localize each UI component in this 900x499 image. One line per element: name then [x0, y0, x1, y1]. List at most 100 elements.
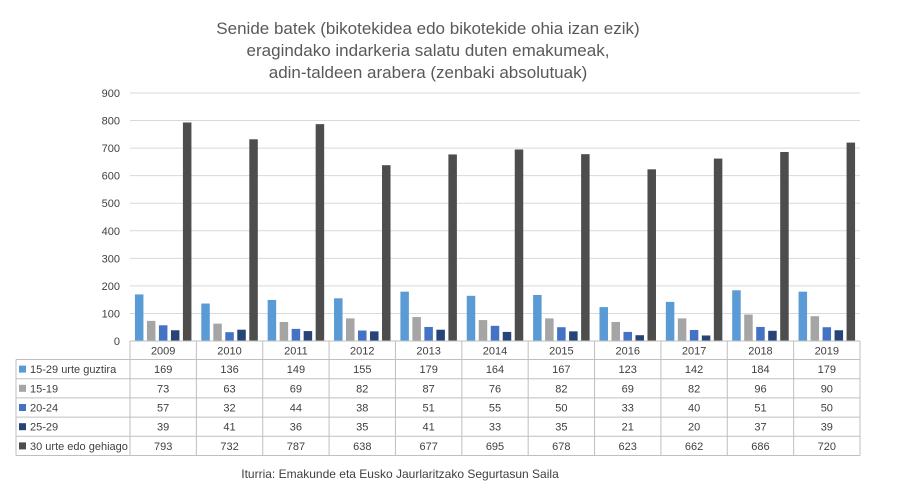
data-label: 35: [555, 422, 567, 434]
bar: [502, 331, 512, 341]
y-tick-label: 100: [102, 308, 120, 320]
data-label: 142: [685, 364, 703, 376]
bar: [780, 151, 789, 341]
data-label: 69: [290, 383, 302, 395]
bar: [569, 331, 578, 341]
data-label: 686: [751, 441, 769, 453]
data-label: 169: [154, 364, 172, 376]
data-label: 720: [818, 441, 836, 453]
data-label: 662: [685, 441, 703, 453]
bar: [400, 291, 409, 341]
x-tick-label: 2015: [549, 346, 573, 358]
data-label: 149: [287, 364, 305, 376]
source-note: Iturria: Emakunde eta Eusko Jaurlaritzak…: [241, 467, 559, 481]
x-tick-label: 2011: [284, 346, 308, 358]
bar: [346, 318, 355, 341]
data-label: 33: [489, 422, 501, 434]
data-label: 90: [821, 383, 833, 395]
bar: [466, 295, 476, 341]
y-tick-label: 0: [114, 336, 120, 348]
data-label: 36: [290, 422, 302, 434]
data-label: 35: [356, 422, 368, 434]
data-label: 82: [356, 383, 368, 395]
bar: [303, 331, 313, 341]
bar: [358, 330, 367, 341]
data-label: 732: [220, 441, 238, 453]
bar: [478, 320, 488, 341]
x-tick-label: 2009: [151, 346, 175, 358]
data-label: 32: [223, 403, 235, 415]
bar: [249, 139, 258, 341]
y-tick-label: 900: [102, 88, 120, 100]
data-label: 63: [223, 383, 235, 395]
legend-swatch: [19, 404, 26, 411]
data-label: 51: [754, 403, 766, 415]
data-label: 96: [754, 383, 766, 395]
data-label: 793: [154, 441, 172, 453]
legend-label: 15-19: [30, 383, 58, 395]
chart-title-line-1: Senide batek (bikotekidea edo bikotekide…: [216, 19, 640, 38]
data-label: 51: [423, 403, 435, 415]
data-label: 136: [220, 364, 238, 376]
y-tick-label: 800: [102, 116, 120, 128]
data-label: 73: [157, 383, 169, 395]
bar: [424, 326, 433, 341]
data-label: 33: [622, 403, 634, 415]
data-label: 41: [423, 422, 435, 434]
legend-label: 25-29: [30, 422, 58, 434]
bar: [490, 325, 500, 341]
data-label: 87: [423, 383, 435, 395]
bar: [201, 303, 210, 341]
data-label: 184: [751, 364, 769, 376]
data-label: 677: [419, 441, 437, 453]
bar: [665, 301, 675, 341]
bar: [514, 149, 524, 341]
bar: [713, 158, 723, 341]
legend-label: 30 urte edo gehiago: [30, 441, 128, 453]
chart-title-line-3: adin-taldeen arabera (zenbaki absolutuak…: [268, 63, 588, 82]
bar: [768, 330, 777, 341]
bar: [810, 316, 820, 341]
bar: [237, 329, 246, 341]
data-label: 50: [555, 403, 567, 415]
legend-swatch: [19, 384, 26, 392]
data-label: 179: [818, 364, 836, 376]
bar: [170, 330, 180, 341]
data-label: 76: [489, 383, 501, 395]
data-label: 44: [290, 403, 302, 415]
data-label: 695: [486, 441, 504, 453]
bar: [334, 298, 343, 341]
y-tick-label: 400: [102, 226, 120, 238]
data-label: 40: [688, 403, 700, 415]
y-tick-label: 300: [102, 253, 120, 265]
data-label: 164: [486, 364, 504, 376]
bar: [545, 318, 554, 341]
data-label: 638: [353, 441, 371, 453]
bar: [732, 290, 741, 341]
data-label: 38: [356, 403, 368, 415]
bar: [225, 332, 234, 341]
bar: [533, 294, 542, 341]
chart-title-line-2: eragindako indarkeria salatu duten emaku…: [246, 41, 610, 60]
data-label: 787: [287, 441, 305, 453]
data-label: 39: [157, 422, 169, 434]
bar: [635, 335, 644, 341]
bar: [267, 299, 277, 341]
y-tick-label: 700: [102, 143, 120, 155]
data-label: 57: [157, 403, 169, 415]
bar: [448, 154, 457, 341]
data-label: 39: [821, 422, 833, 434]
legend-swatch: [19, 365, 26, 373]
legend-label: 15-29 urte guztira: [30, 364, 117, 376]
bar: [134, 294, 144, 341]
data-label: 678: [552, 441, 570, 453]
data-label: 155: [353, 364, 371, 376]
bar: [436, 329, 445, 341]
bar: [146, 320, 156, 341]
data-label: 37: [754, 422, 766, 434]
bar: [689, 329, 699, 341]
data-label: 623: [619, 441, 637, 453]
legend-label: 20-24: [30, 403, 58, 415]
data-label: 82: [555, 383, 567, 395]
legend-swatch: [19, 423, 26, 431]
